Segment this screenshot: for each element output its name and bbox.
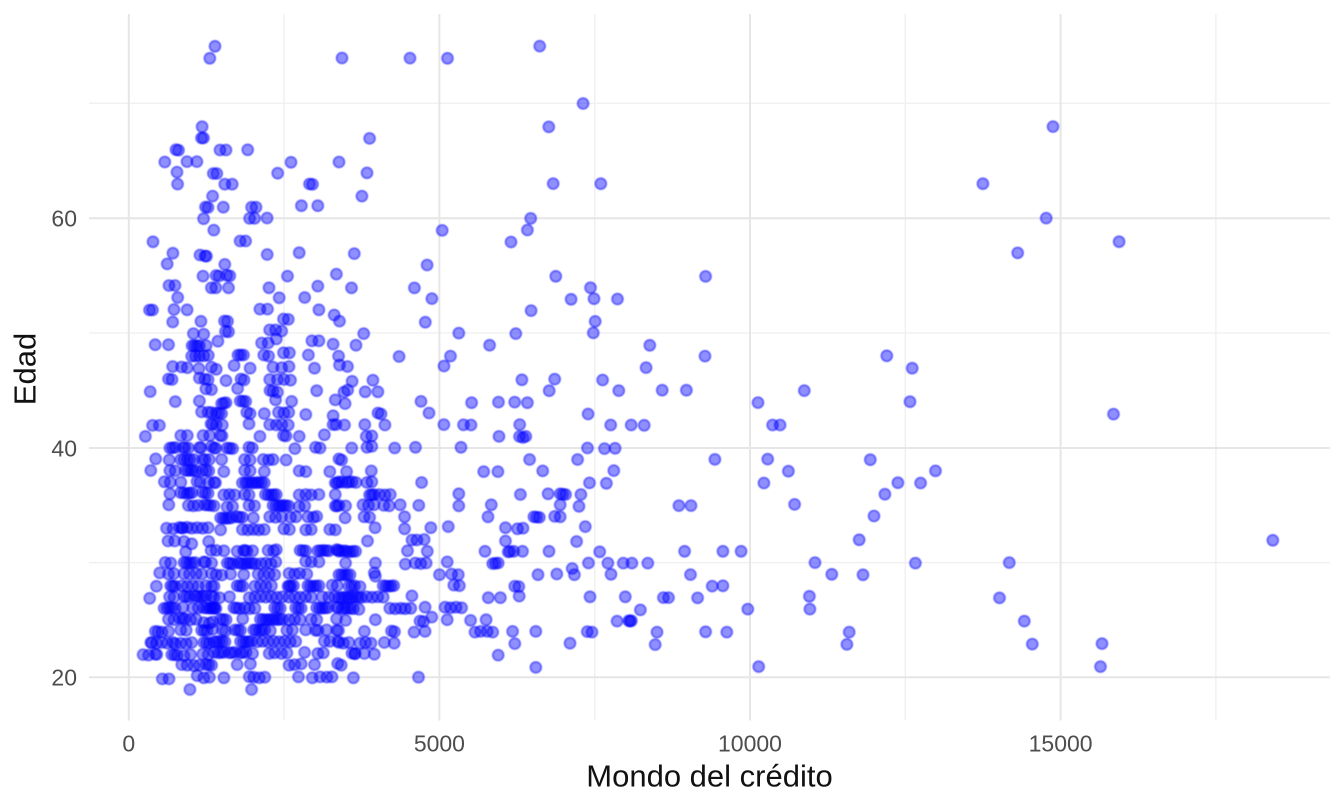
svg-text:Mondo del crédito: Mondo del crédito [586, 759, 832, 794]
svg-text:40: 40 [51, 435, 77, 461]
svg-text:60: 60 [51, 206, 77, 232]
svg-text:15000: 15000 [1029, 731, 1093, 757]
svg-text:5000: 5000 [414, 731, 465, 757]
svg-text:10000: 10000 [718, 731, 782, 757]
svg-text:20: 20 [51, 665, 77, 691]
svg-text:Edad: Edad [8, 333, 43, 405]
svg-text:0: 0 [122, 731, 135, 757]
